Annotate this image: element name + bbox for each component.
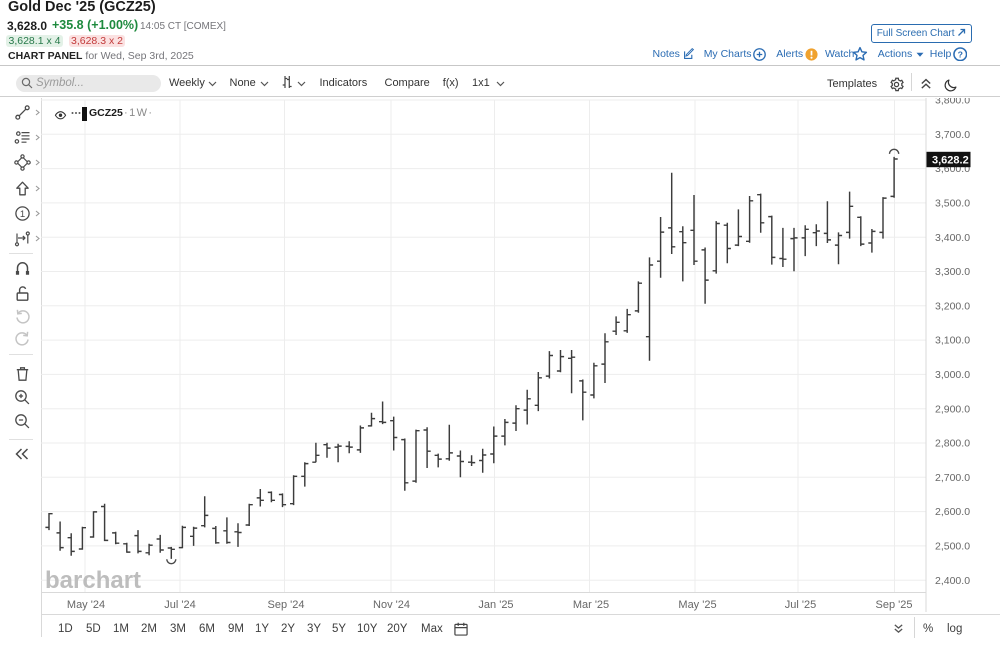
svg-text:Sep '25: Sep '25 — [876, 599, 913, 611]
svg-text:3,628.2: 3,628.2 — [932, 154, 969, 166]
svg-text:Jan '25: Jan '25 — [478, 599, 513, 611]
svg-text:3,100.0: 3,100.0 — [935, 335, 970, 347]
svg-text:barchart: barchart — [45, 567, 141, 594]
svg-text:2,900.0: 2,900.0 — [935, 403, 970, 415]
svg-text:Nov '24: Nov '24 — [373, 599, 410, 611]
svg-text:May '25: May '25 — [678, 599, 716, 611]
svg-text:2,800.0: 2,800.0 — [935, 438, 970, 450]
svg-text:3,300.0: 3,300.0 — [935, 266, 970, 278]
svg-text:2,700.0: 2,700.0 — [935, 472, 970, 484]
svg-text:3,500.0: 3,500.0 — [935, 198, 970, 210]
svg-text:3,200.0: 3,200.0 — [935, 300, 970, 312]
svg-text:Sep '24: Sep '24 — [268, 599, 305, 611]
svg-text:1: 1 — [20, 209, 25, 220]
svg-text:2,400.0: 2,400.0 — [935, 575, 970, 587]
svg-text:?: ? — [957, 49, 962, 59]
svg-text:3,700.0: 3,700.0 — [935, 129, 970, 141]
svg-text:May '24: May '24 — [67, 599, 105, 611]
svg-text:3,000.0: 3,000.0 — [935, 369, 970, 381]
svg-text:2,500.0: 2,500.0 — [935, 541, 970, 553]
svg-text:3,800.0: 3,800.0 — [935, 98, 970, 107]
svg-text:3,400.0: 3,400.0 — [935, 232, 970, 244]
svg-text:Jul '24: Jul '24 — [164, 599, 195, 611]
svg-text:Jul '25: Jul '25 — [785, 599, 816, 611]
svg-text:2,600.0: 2,600.0 — [935, 506, 970, 518]
svg-text:Mar '25: Mar '25 — [573, 599, 609, 611]
